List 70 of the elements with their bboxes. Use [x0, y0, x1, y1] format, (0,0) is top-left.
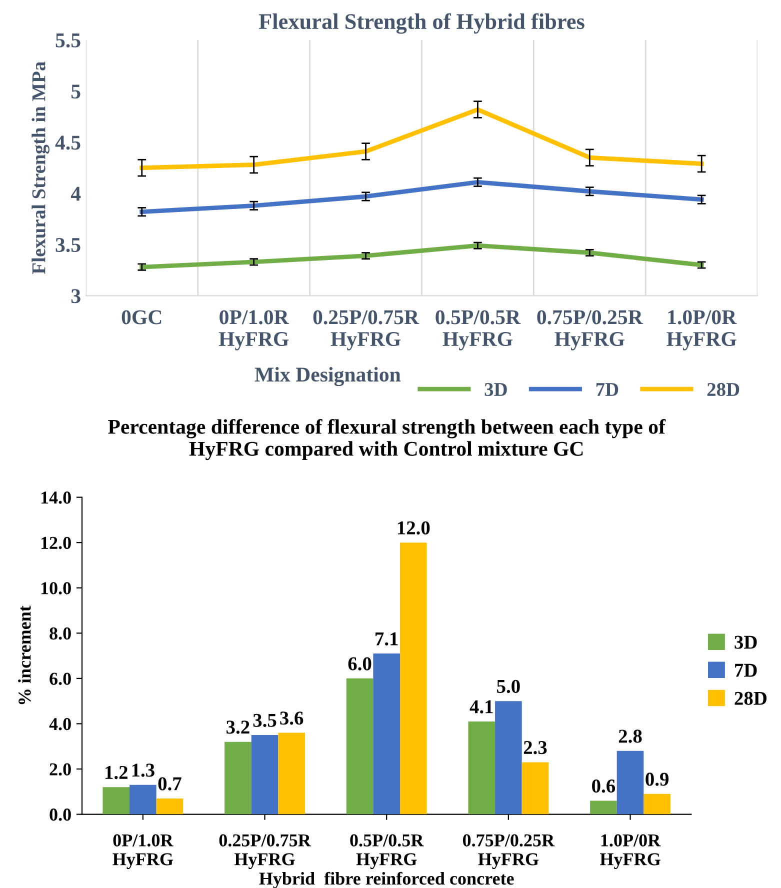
y-tick-label: 8.0 — [50, 627, 71, 640]
data-label: 4.1 — [470, 700, 493, 714]
y-tick-label: 2.0 — [50, 763, 71, 776]
y-tick-label: 5.5 — [56, 34, 80, 48]
bar — [495, 701, 522, 814]
bar — [102, 787, 130, 814]
y-axis-title: % increment — [18, 606, 31, 704]
x-tick-label: 0P/1.0R HyFRG — [218, 310, 290, 350]
bar — [590, 800, 617, 814]
line-series — [140, 107, 704, 170]
data-label: 6.0 — [348, 657, 372, 670]
x-tick-label: 0.75P/0.25R HyFRG — [462, 834, 555, 870]
legend-label: 7D — [735, 664, 757, 677]
data-label: 7.1 — [376, 632, 398, 646]
y-tick-label: 4.0 — [49, 718, 71, 730]
y-tick-label: 4 — [70, 186, 81, 201]
data-label: 1.2 — [106, 766, 128, 780]
data-label: 0.6 — [592, 779, 616, 793]
y-tick-label: 4.5 — [55, 136, 80, 150]
x-tick-label: 1.0P/0R HyFRG — [666, 310, 737, 350]
x-tick-label: 0.5P/0.5R HyFRG — [350, 834, 424, 870]
x-axis-title: Mix Designation — [254, 366, 401, 386]
x-axis-title: Hybrid fibre reinforced concrete — [259, 872, 514, 888]
data-label: 0.7 — [158, 777, 182, 790]
legend-label: 28D — [734, 692, 766, 705]
bar — [468, 721, 496, 814]
y-tick-label: 0.0 — [50, 808, 71, 821]
x-tick-label: 0.25P/0.75R HyFRG — [313, 310, 420, 350]
data-label: 2.8 — [618, 730, 642, 743]
y-tick-label: 3 — [71, 289, 80, 304]
legend-label: 3D — [484, 382, 507, 396]
data-label: 12.0 — [398, 521, 430, 535]
data-label: 3.5 — [253, 714, 276, 728]
chart-title: Flexural Strength of Hybrid fibres — [258, 13, 584, 34]
line-series — [140, 180, 704, 214]
legend-label: 7D — [596, 383, 618, 396]
bar — [616, 750, 644, 814]
line-series — [140, 243, 704, 270]
x-tick-label: 0.5P/0.5R HyFRG — [436, 310, 521, 350]
y-tick-label: 10.0 — [41, 582, 71, 594]
bar — [346, 678, 374, 814]
x-tick-label: 0GC — [122, 310, 162, 324]
bar — [373, 654, 400, 814]
y-tick-label: 14.0 — [41, 492, 71, 504]
data-label: 1.3 — [132, 764, 154, 777]
x-tick-label: 0.75P/0.25R HyFRG — [537, 310, 644, 350]
bar — [251, 735, 278, 814]
chart-title: Percentage difference of flexural strength between each type of HyFRG compared with Control mixture GC — [108, 419, 666, 460]
x-tick-label: 1.0P/0R HyFRG — [600, 834, 661, 870]
bar — [156, 798, 184, 814]
bar — [522, 762, 549, 814]
bar — [278, 732, 305, 814]
bar — [130, 784, 156, 814]
y-tick-label: 3.5 — [56, 238, 80, 252]
legend-label: 3D — [734, 636, 757, 649]
x-tick-label: 0P/1.0R HyFRG — [112, 834, 174, 870]
y-tick-label: 6.0 — [50, 672, 71, 685]
y-tick-label: 12.0 — [41, 536, 71, 550]
data-label: 3.2 — [226, 720, 250, 734]
bar — [224, 742, 252, 814]
data-label: 5.0 — [497, 680, 520, 694]
y-axis-title: Flexural Strength in MPa — [32, 62, 50, 274]
legend-label: 28D — [707, 382, 740, 396]
data-label: 3.6 — [280, 712, 304, 725]
bar — [644, 794, 670, 814]
bar — [400, 542, 427, 814]
y-tick-label: 5 — [71, 84, 80, 99]
data-label: 0.9 — [646, 772, 669, 786]
data-label: 2.3 — [524, 741, 547, 754]
x-tick-label: 0.25P/0.75R HyFRG — [219, 834, 312, 870]
